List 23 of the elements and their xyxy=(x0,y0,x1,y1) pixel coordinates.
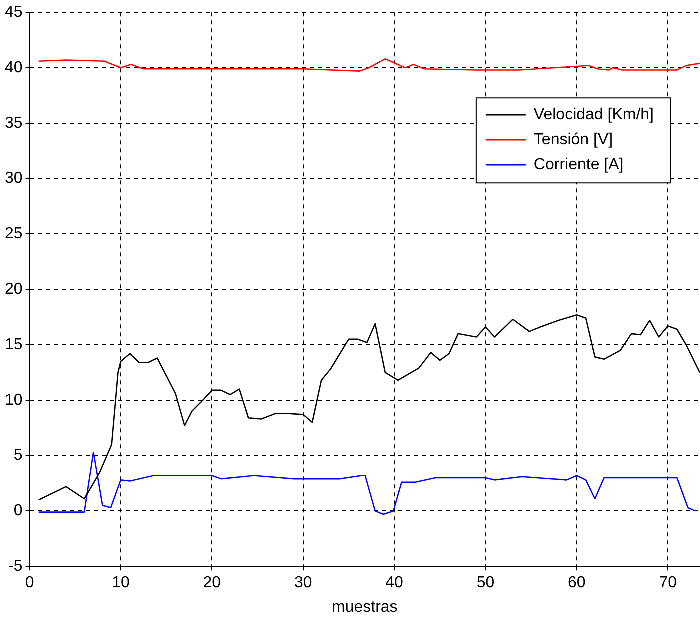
y-tick-label: 45 xyxy=(5,4,23,22)
y-tick-label: 15 xyxy=(5,336,23,354)
legend-label: Tensión [V] xyxy=(534,132,614,149)
x-tick-label: 50 xyxy=(476,574,495,592)
x-tick-label: 40 xyxy=(386,574,404,592)
x-tick-label: 30 xyxy=(294,574,312,592)
y-tick-label: 40 xyxy=(5,59,23,76)
y-tick-label: 35 xyxy=(5,114,23,132)
x-axis-title: muestras xyxy=(332,598,398,616)
x-tick-label: 0 xyxy=(25,574,34,592)
y-tick-label: 10 xyxy=(5,392,23,409)
legend-label: Corriente [A] xyxy=(534,156,624,174)
x-tick-label: 60 xyxy=(568,574,586,592)
y-tick-label: -5 xyxy=(8,558,23,576)
x-tick-label: 10 xyxy=(112,574,130,592)
y-tick-label: 25 xyxy=(5,226,23,243)
x-tick-label: 20 xyxy=(203,574,222,592)
x-tick-label: 70 xyxy=(659,574,678,592)
legend-label: Velocidad [Km/h] xyxy=(534,106,654,124)
y-tick-label: 20 xyxy=(5,281,23,298)
y-tick-label: 0 xyxy=(14,502,23,520)
y-tick-label: 30 xyxy=(5,170,23,188)
y-tick-label: 5 xyxy=(14,447,23,464)
